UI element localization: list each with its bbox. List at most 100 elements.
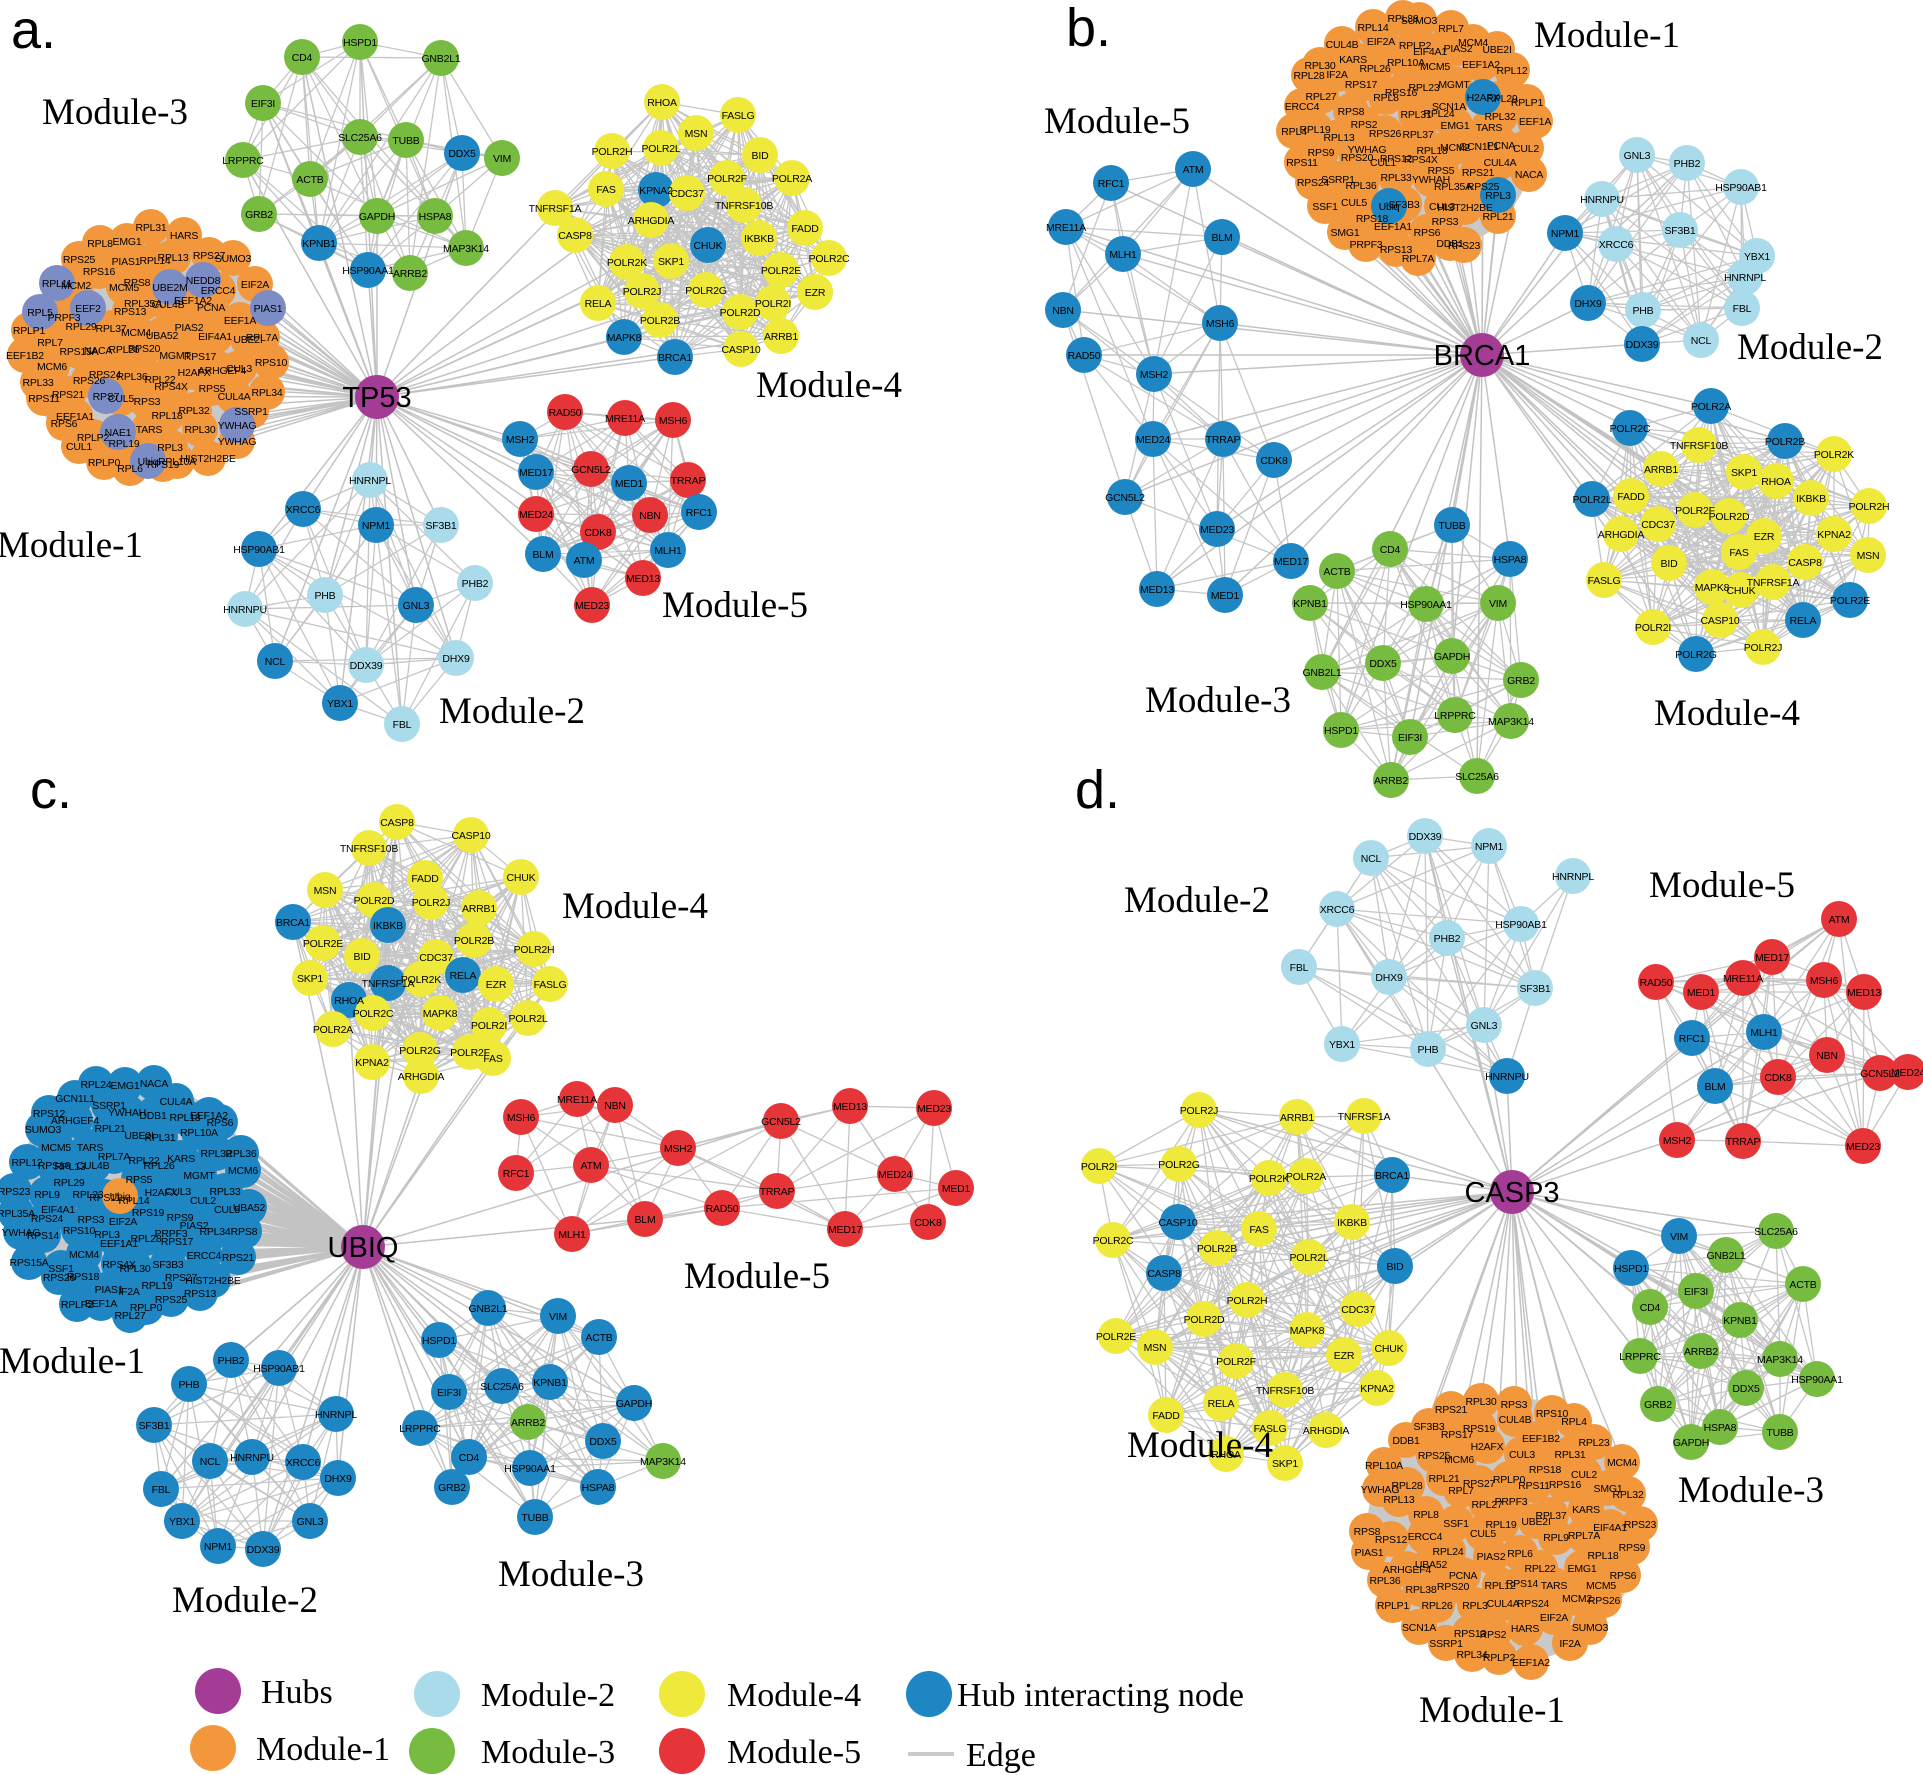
svg-text:KPNA2: KPNA2 [1817,529,1851,541]
svg-text:HSPA8: HSPA8 [1704,1422,1737,1434]
svg-text:SSRP1: SSRP1 [1429,1638,1463,1650]
svg-text:YWHAG: YWHAG [218,436,257,448]
svg-text:YBX1: YBX1 [327,698,353,710]
svg-text:RPLP1: RPLP1 [1377,1600,1410,1612]
svg-text:HNRNPU: HNRNPU [230,1452,274,1464]
svg-text:CDK8: CDK8 [1260,455,1288,467]
svg-text:RPS11: RPS11 [28,393,60,405]
svg-text:FAS: FAS [596,184,615,196]
svg-text:RPL33: RPL33 [209,1186,240,1198]
svg-text:RPS8: RPS8 [124,277,151,289]
svg-text:RPS25: RPS25 [1467,181,1500,193]
svg-text:KARS: KARS [167,1153,195,1165]
svg-text:Module-3: Module-3 [1678,1470,1824,1511]
svg-text:ARRB2: ARRB2 [1374,775,1408,787]
svg-text:RPS17: RPS17 [161,1236,194,1248]
svg-text:MCM5: MCM5 [109,282,139,294]
svg-text:Module-2: Module-2 [1737,327,1883,368]
svg-text:MED13: MED13 [1140,584,1174,596]
svg-text:RPL23: RPL23 [1408,82,1439,94]
svg-text:LRPPRC: LRPPRC [399,1423,441,1435]
svg-text:RPL33: RPL33 [22,377,53,389]
svg-text:MED1: MED1 [1687,987,1716,999]
svg-text:XRCC6: XRCC6 [1599,239,1634,251]
svg-text:RPL30: RPL30 [184,424,215,436]
svg-text:TUBB: TUBB [392,135,419,147]
svg-text:MSH2: MSH2 [1140,369,1169,381]
svg-text:RPS4X: RPS4X [102,1259,136,1271]
svg-text:HIST2H2BE: HIST2H2BE [180,453,236,465]
svg-text:POLR2B: POLR2B [1197,1243,1237,1255]
svg-text:MGMT: MGMT [159,350,191,362]
svg-text:SF3B3: SF3B3 [1388,199,1419,211]
svg-text:SCN1A: SCN1A [1402,1622,1436,1634]
svg-text:RPL13: RPL13 [157,252,188,264]
svg-text:CHUK: CHUK [1727,585,1756,597]
svg-text:RPL22: RPL22 [128,1155,159,1167]
svg-text:RPS11: RPS11 [1286,157,1318,169]
svg-text:H2AFX: H2AFX [145,1187,178,1199]
svg-text:HNRNPL: HNRNPL [1724,272,1766,284]
svg-text:RPS18: RPS18 [1356,213,1389,225]
svg-text:RPL37: RPL37 [1402,129,1433,141]
svg-text:RPS6: RPS6 [51,418,78,430]
svg-text:RPS16: RPS16 [1549,1479,1582,1491]
svg-text:RPL14: RPL14 [1357,22,1388,34]
svg-text:RPL34: RPL34 [199,1226,230,1238]
svg-text:RPL26: RPL26 [143,1160,174,1172]
svg-text:RPS3: RPS3 [1501,1399,1528,1411]
svg-text:POLR2I: POLR2I [1635,622,1671,634]
svg-text:RPS24: RPS24 [89,369,122,381]
svg-text:GCN5L2: GCN5L2 [1860,1068,1900,1080]
svg-text:RPS13: RPS13 [1454,1628,1487,1640]
svg-text:CUL4A: CUL4A [218,391,251,403]
svg-text:PIAS2: PIAS2 [1477,1551,1506,1563]
svg-text:EEF2: EEF2 [75,303,101,315]
svg-text:RPL36: RPL36 [116,371,147,383]
svg-text:NEDD8: NEDD8 [186,275,221,287]
svg-text:RPL19: RPL19 [1485,1519,1516,1531]
svg-text:HSP90AA1: HSP90AA1 [1791,1374,1843,1386]
svg-text:ARRB1: ARRB1 [462,903,496,915]
svg-text:ATM: ATM [581,1160,602,1172]
svg-text:CUL3: CUL3 [1509,1449,1535,1461]
svg-text:Module-5: Module-5 [727,1734,861,1771]
svg-text:EZR: EZR [805,287,826,299]
svg-text:DHX9: DHX9 [1375,972,1403,984]
svg-text:YBX1: YBX1 [1744,251,1770,263]
svg-text:CDC37: CDC37 [419,952,453,964]
svg-text:RPS18: RPS18 [1529,1464,1562,1476]
svg-text:TUBB: TUBB [1438,520,1465,532]
svg-text:RPL30: RPL30 [1304,60,1335,72]
svg-text:POLR2F: POLR2F [450,1047,490,1059]
svg-text:YWHAG: YWHAG [218,420,257,432]
svg-text:VIM: VIM [1489,598,1507,610]
svg-text:EZR: EZR [1334,1350,1355,1362]
svg-text:RPL27: RPL27 [114,1310,145,1322]
svg-text:RPL9: RPL9 [34,1189,60,1201]
svg-text:UBA52: UBA52 [146,330,179,342]
svg-text:CHUK: CHUK [694,240,723,252]
svg-text:POLR2H: POLR2H [514,944,555,956]
svg-text:RPS7: RPS7 [93,391,120,403]
svg-text:TARS: TARS [1476,122,1503,134]
svg-text:RPS14: RPS14 [27,1230,60,1242]
svg-text:RPLP0: RPLP0 [130,1302,163,1314]
svg-text:POLR2G: POLR2G [399,1045,440,1057]
svg-text:EIF4A1: EIF4A1 [41,1204,75,1216]
svg-text:ACTB: ACTB [585,1332,612,1344]
svg-text:IKBKB: IKBKB [1796,493,1826,505]
svg-text:CASP8: CASP8 [1788,557,1822,569]
svg-text:RPS26: RPS26 [1588,1595,1621,1607]
svg-text:SUMO3: SUMO3 [25,1124,62,1136]
svg-text:RPS12: RPS12 [1380,153,1413,165]
svg-text:CUL5: CUL5 [1341,197,1367,209]
svg-text:SCN1A: SCN1A [1432,101,1466,113]
svg-text:PHB: PHB [179,1379,200,1391]
svg-text:c.: c. [30,760,72,820]
svg-text:PHB2: PHB2 [218,1355,245,1367]
svg-text:CUL5: CUL5 [1470,1528,1496,1540]
svg-text:ATM: ATM [574,555,595,567]
svg-text:ARHGDIA: ARHGDIA [1598,529,1645,541]
svg-text:NCL: NCL [200,1456,221,1468]
